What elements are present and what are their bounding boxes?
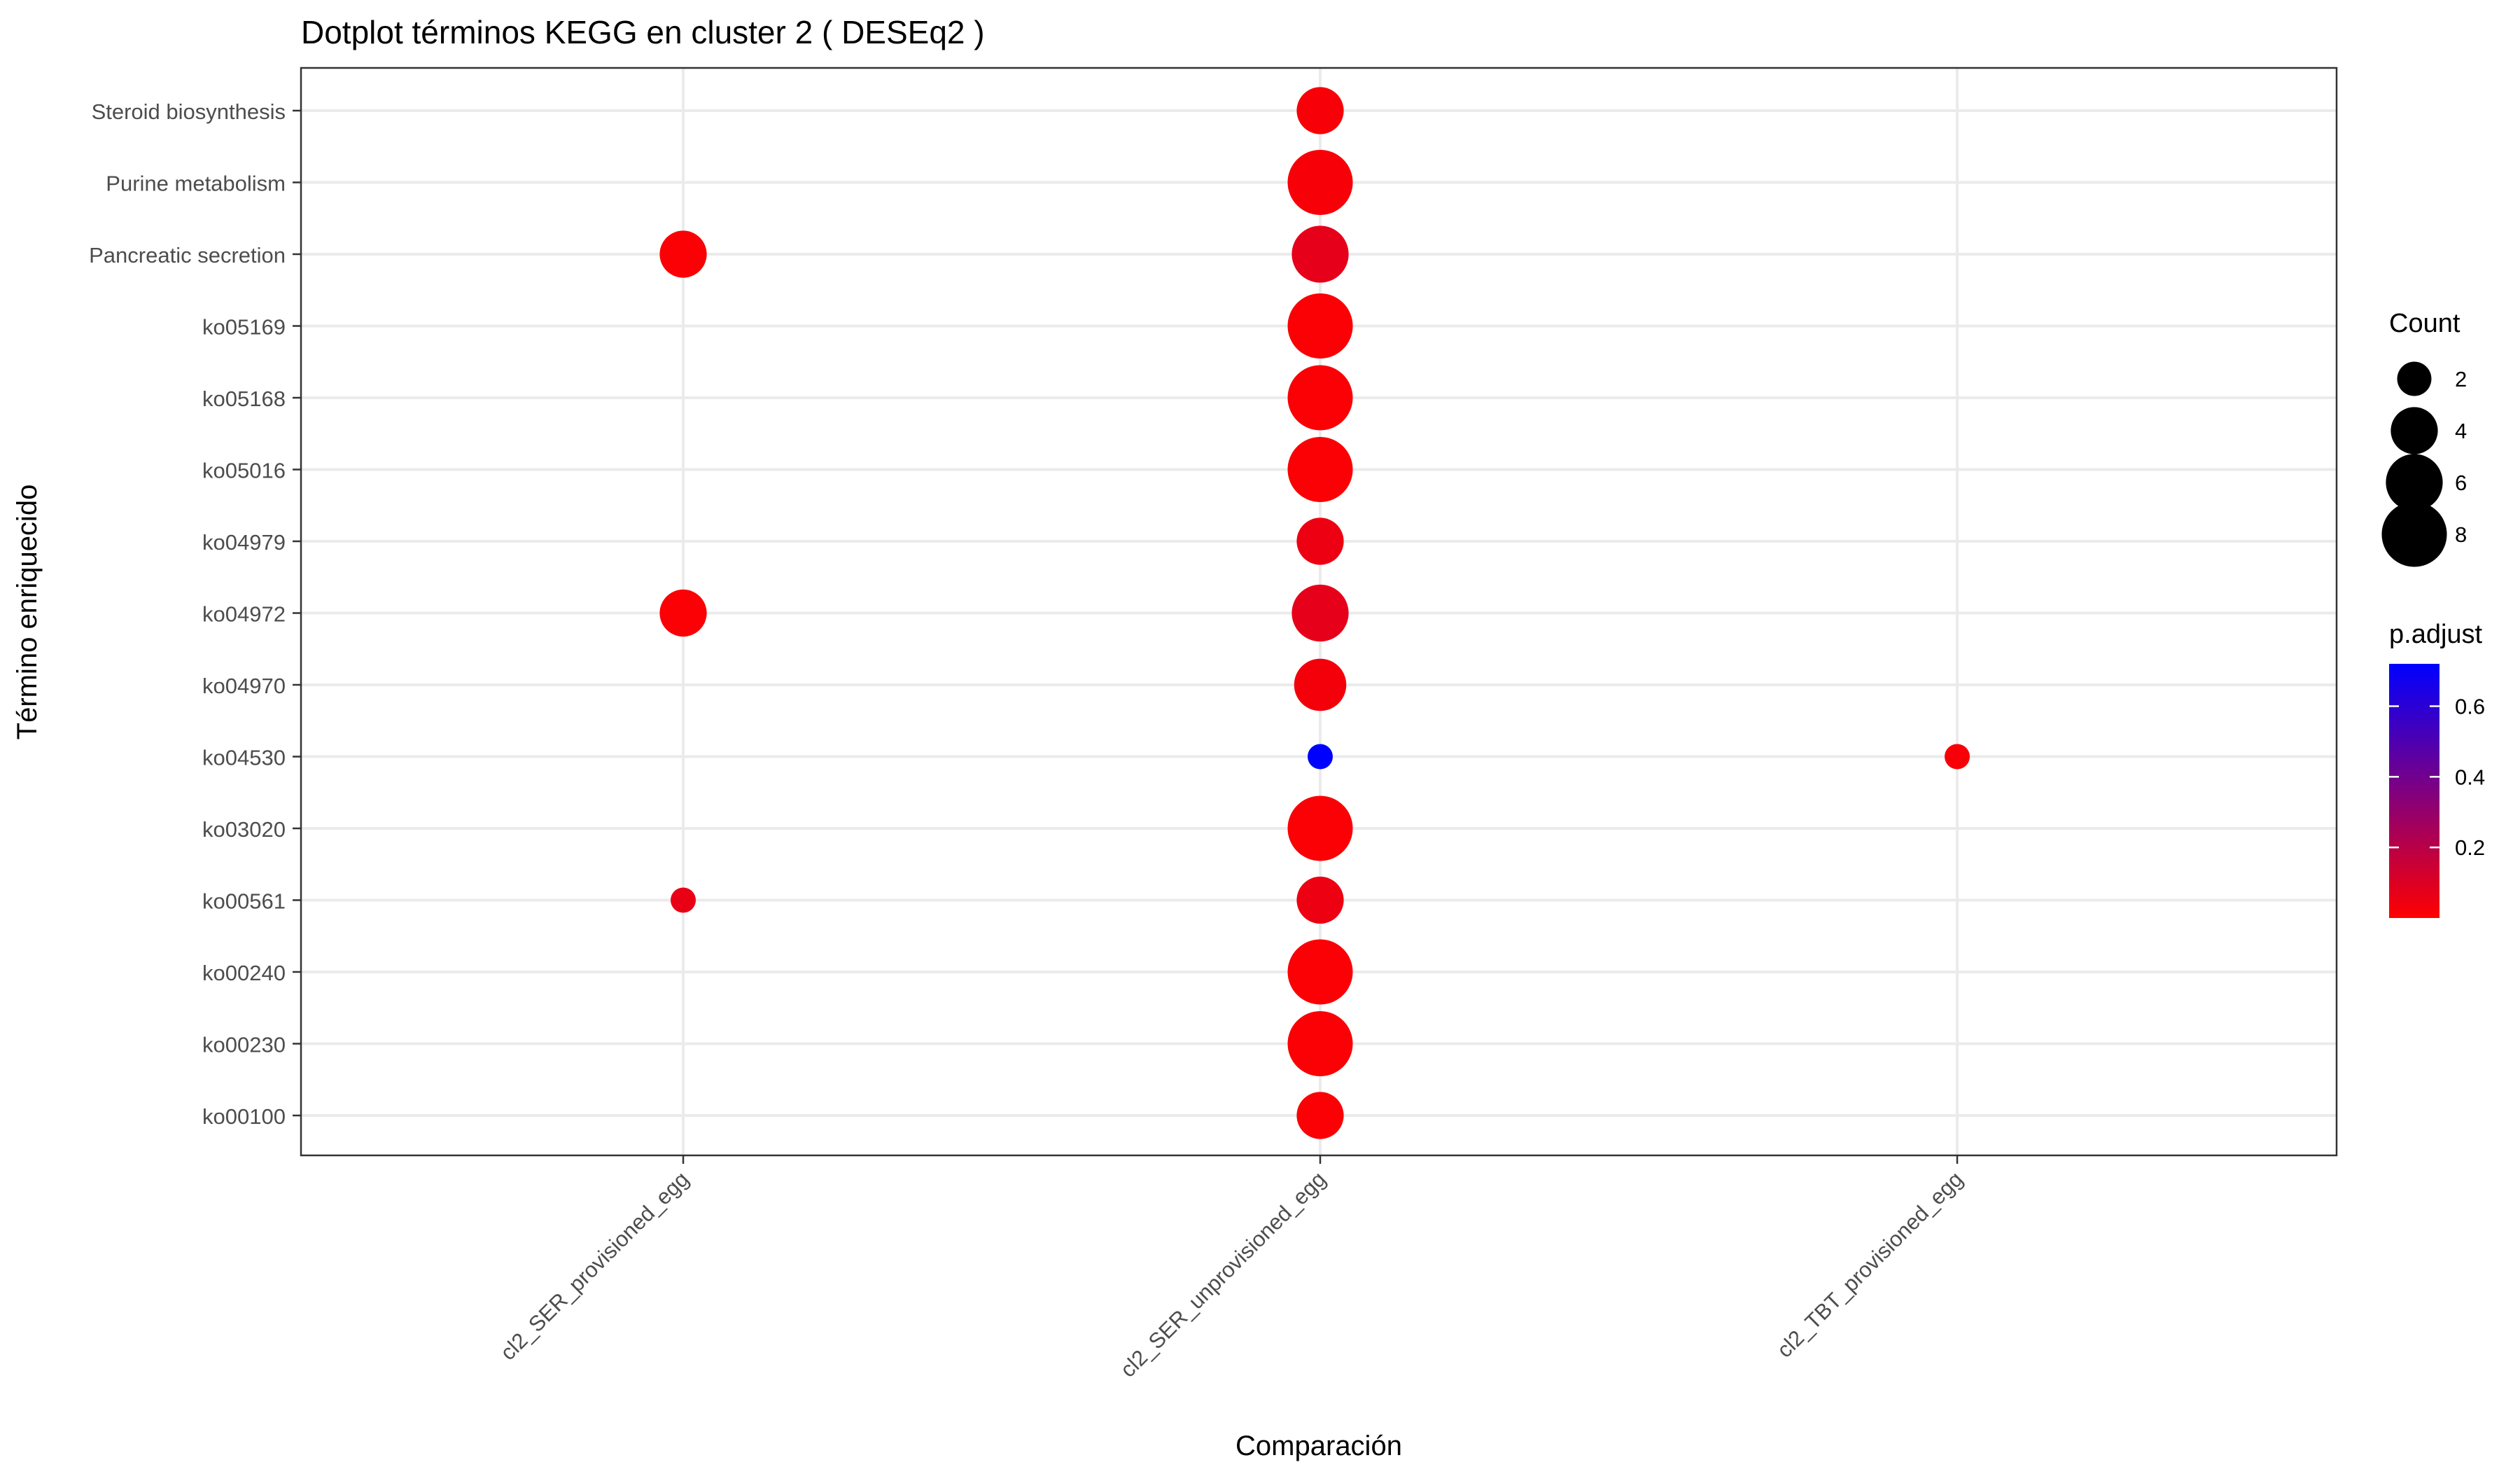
y-tick-label: ko05169 [202, 315, 286, 340]
y-tick-label: ko00240 [202, 961, 286, 985]
data-point-cl2-ser-unprovisioned-egg-steroid-biosynthesis [1296, 87, 1344, 134]
p-adjust-label: 0.4 [2455, 765, 2485, 789]
data-point-cl2-ser-unprovisioned-egg-ko00240 [1287, 939, 1353, 1005]
x-axis-title: Comparación [1236, 1431, 1402, 1461]
count-legend-label: 8 [2455, 522, 2467, 547]
data-point-cl2-ser-unprovisioned-egg-ko00100 [1296, 1092, 1344, 1139]
p-adjust-label: 0.2 [2455, 835, 2485, 860]
y-tick-label: Purine metabolism [106, 172, 286, 196]
data-point-cl2-tbt-provisioned-egg-ko04530 [1945, 744, 1970, 770]
y-axis: Steroid biosynthesis Purine metabolism Pan… [89, 99, 301, 1129]
count-legend-title: Count [2389, 309, 2460, 338]
count-legend-key [2381, 501, 2447, 567]
data-point-cl2-ser-unprovisioned-egg-pancreatic-secretion [1292, 225, 1349, 283]
y-tick-label: ko04979 [202, 530, 286, 555]
data-point-cl2-ser-provisioned-egg-pancreatic-secretion [659, 230, 707, 278]
x-axis: cl2_SER_provisioned_egg cl2_SER_unprovisi… [496, 1155, 1968, 1382]
x-tick-label: cl2_TBT_provisioned_egg [1772, 1167, 1968, 1362]
y-axis-title: Término enriquecido [12, 485, 43, 740]
data-point-cl2-ser-unprovisioned-egg-ko04970 [1294, 658, 1347, 711]
y-tick-label: ko05016 [202, 459, 286, 483]
y-tick-label: ko00100 [202, 1104, 286, 1129]
data-point-cl2-ser-unprovisioned-egg-ko00230 [1287, 1010, 1353, 1077]
count-legend-label: 2 [2455, 367, 2467, 391]
count-legend-key [2390, 407, 2438, 454]
y-tick-label: ko00230 [202, 1033, 286, 1057]
data-point-cl2-ser-unprovisioned-egg-ko05016 [1287, 436, 1353, 503]
p-adjust-label: 0.6 [2455, 695, 2485, 719]
data-point-cl2-ser-provisioned-egg-ko04972 [659, 589, 707, 637]
y-tick-label: ko04970 [202, 674, 286, 698]
chart-title: Dotplot términos KEGG en cluster 2 ( DES… [301, 14, 985, 50]
y-tick-label: Pancreatic secretion [89, 243, 286, 267]
data-point-cl2-ser-unprovisioned-egg-ko03020 [1287, 795, 1353, 861]
data-points [659, 87, 1970, 1139]
data-point-cl2-ser-unprovisioned-egg-ko04972 [1292, 584, 1349, 642]
x-tick-label: cl2_SER_provisioned_egg [496, 1167, 694, 1365]
count-legend-label: 4 [2455, 419, 2467, 443]
x-tick-label: cl2_SER_unprovisioned_egg [1115, 1167, 1330, 1382]
data-point-cl2-ser-unprovisioned-egg-ko04530 [1308, 744, 1333, 770]
data-point-cl2-ser-unprovisioned-egg-ko04979 [1296, 517, 1344, 565]
y-tick-label: ko00561 [202, 889, 286, 914]
count-legend-key [2386, 454, 2443, 511]
y-tick-label: ko03020 [202, 817, 286, 842]
count-legend-key [2397, 361, 2432, 396]
p-adjust-legend: p.adjust 0.2 0.4 0.6 [2389, 620, 2485, 918]
data-point-cl2-ser-unprovisioned-egg-ko00561 [1296, 876, 1344, 924]
p-adjust-legend-title: p.adjust [2389, 620, 2483, 649]
y-tick-label: ko04530 [202, 746, 286, 770]
p-adjust-colorbar [2389, 664, 2440, 918]
data-point-cl2-ser-provisioned-egg-ko00561 [671, 887, 696, 913]
y-tick-label: ko04972 [202, 602, 286, 627]
count-legend-label: 6 [2455, 471, 2467, 495]
count-legend: Count 2 4 6 8 [2381, 309, 2467, 567]
data-point-cl2-ser-unprovisioned-egg-purine-metabolism [1287, 149, 1353, 216]
data-point-cl2-ser-unprovisioned-egg-ko05169 [1287, 293, 1353, 359]
y-tick-label: ko05168 [202, 387, 286, 411]
y-tick-label: Steroid biosynthesis [92, 99, 286, 124]
plot-border [300, 67, 2338, 1157]
data-point-cl2-ser-unprovisioned-egg-ko05168 [1287, 365, 1353, 431]
